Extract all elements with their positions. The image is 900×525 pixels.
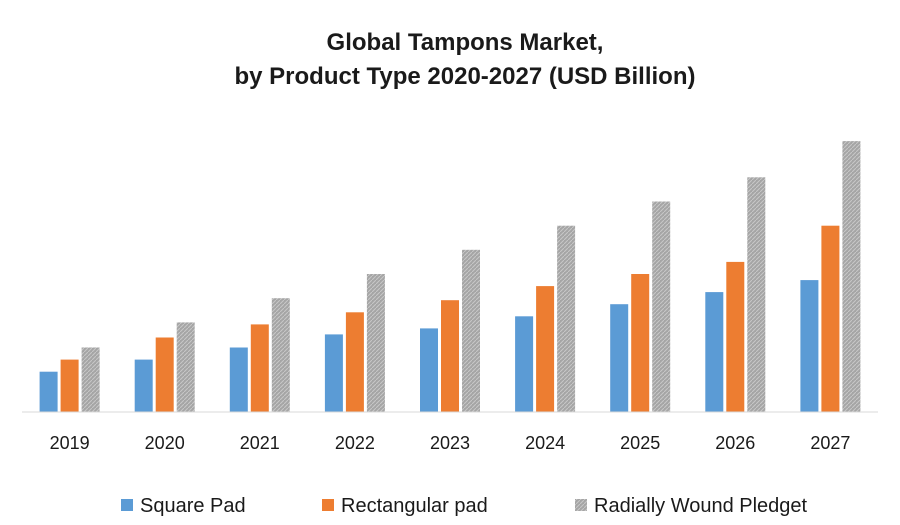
- legend-label-radially-wound-pledget: Radially Wound Pledget: [594, 495, 808, 517]
- bar-radially-wound-pledget-2027: [842, 141, 861, 412]
- bar-rectangular-pad-2021: [250, 324, 269, 412]
- bar-square-pad-2023: [420, 328, 438, 412]
- chart-title-line-1: Global Tampons Market,: [327, 29, 604, 56]
- bar-radially-wound-pledget-2023: [462, 249, 480, 412]
- legend-label-square-pad: Square Pad: [140, 495, 246, 517]
- bar-square-pad-2025: [610, 304, 629, 412]
- bar-square-pad-2019: [39, 371, 58, 412]
- bar-radially-wound-pledget-2019: [81, 347, 100, 412]
- x-tick-label: 2024: [525, 433, 565, 453]
- bar-radially-wound-pledget-2022: [366, 274, 385, 412]
- bar-radially-wound-pledget-2026: [747, 177, 766, 412]
- x-tick-label: 2023: [430, 433, 470, 453]
- x-tick-label: 2025: [620, 433, 660, 453]
- bar-square-pad-2021: [229, 347, 248, 412]
- bar-rectangular-pad-2023: [441, 300, 459, 412]
- bar-square-pad-2022: [324, 334, 343, 412]
- bar-rectangular-pad-2024: [536, 286, 555, 412]
- bar-rectangular-pad-2022: [345, 312, 364, 412]
- x-tick-label: 2027: [810, 433, 850, 453]
- x-tick-label: 2022: [335, 433, 375, 453]
- bar-radially-wound-pledget-2021: [271, 298, 290, 412]
- bar-rectangular-pad-2025: [631, 274, 650, 412]
- chart-title-line-2: by Product Type 2020-2027 (USD Billion): [234, 63, 695, 90]
- bar-radially-wound-pledget-2020: [176, 322, 195, 412]
- bar-rectangular-pad-2027: [821, 225, 840, 412]
- bar-square-pad-2020: [134, 359, 153, 412]
- legend-swatch-square-pad: [121, 499, 133, 511]
- bar-square-pad-2024: [515, 316, 534, 412]
- x-tick-label: 2026: [715, 433, 755, 453]
- bar-rectangular-pad-2020: [155, 337, 174, 412]
- legend-label-rectangular-pad: Rectangular pad: [341, 495, 488, 517]
- legend: Square Pad Rectangular pad Radially Wound …: [121, 495, 808, 517]
- x-tick-label: 2019: [50, 433, 90, 453]
- x-axis-tick-labels: 2019 2020 2021 2022 2023 2024 2025 2026 2027: [50, 433, 851, 453]
- x-tick-label: 2021: [240, 433, 280, 453]
- bar-area: [39, 141, 861, 412]
- bar-radially-wound-pledget-2025: [652, 201, 671, 412]
- bar-rectangular-pad-2026: [726, 261, 745, 412]
- bar-rectangular-pad-2019: [60, 359, 79, 412]
- x-tick-label: 2020: [145, 433, 185, 453]
- legend-swatch-rectangular-pad: [322, 499, 334, 511]
- bar-square-pad-2026: [705, 292, 724, 412]
- legend-swatch-radially-wound-pledget: [575, 499, 587, 511]
- bar-radially-wound-pledget-2024: [557, 225, 576, 412]
- bar-square-pad-2027: [800, 280, 819, 412]
